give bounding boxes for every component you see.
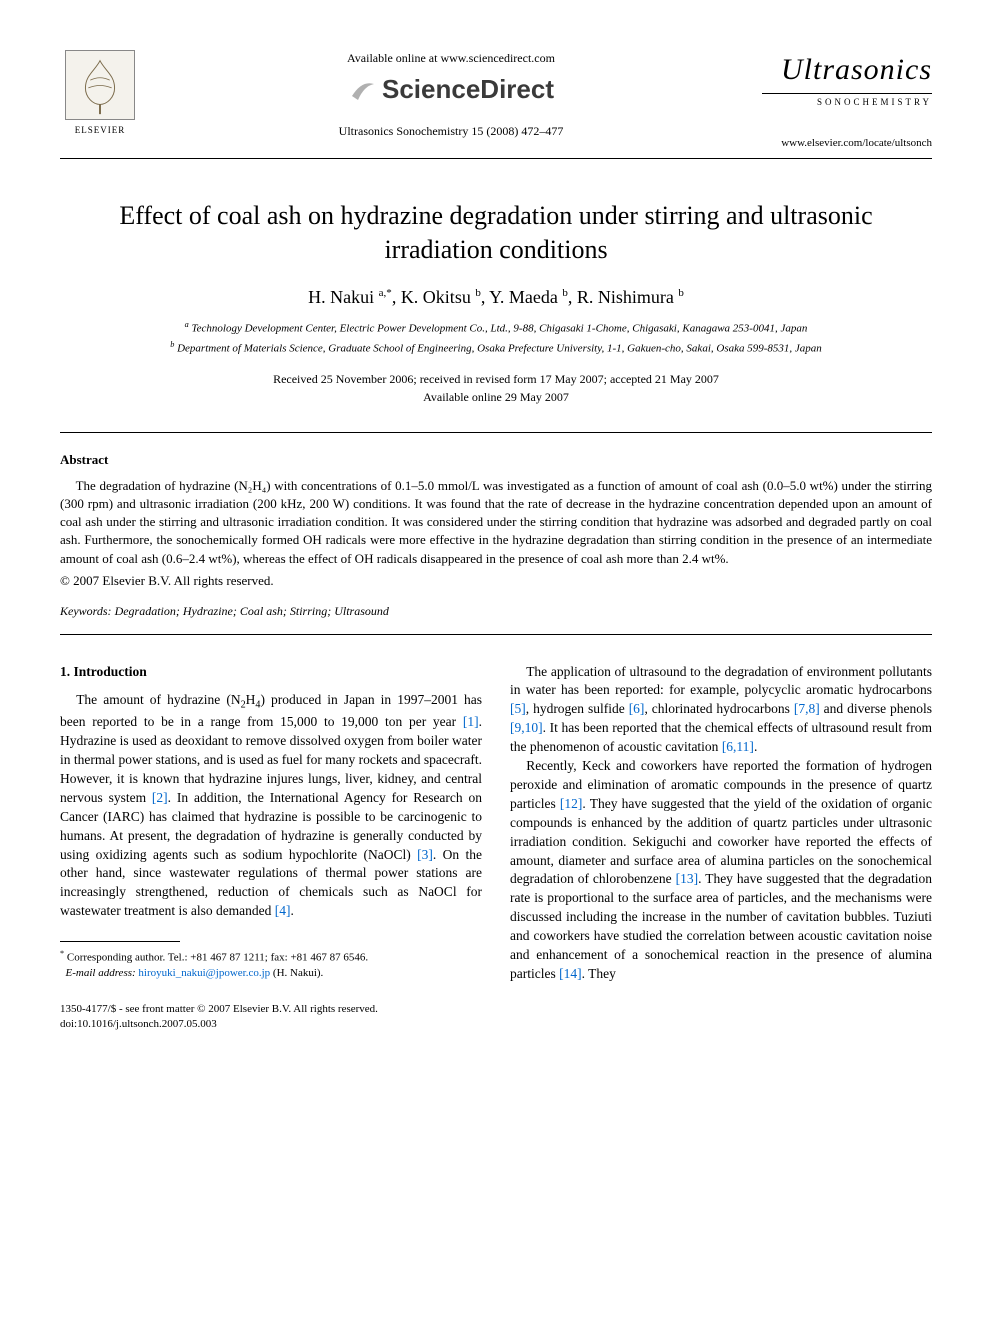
sep: , — [481, 287, 489, 307]
author-3: Y. Maeda — [489, 287, 562, 307]
email-tail: (H. Nakui). — [273, 967, 323, 979]
elsevier-label: ELSEVIER — [60, 124, 140, 136]
journal-subtitle: SONOCHEMISTRY — [762, 93, 932, 108]
elsevier-tree-icon — [65, 50, 135, 120]
page-footer: 1350-4177/$ - see front matter © 2007 El… — [60, 1002, 932, 1032]
abstract-text: The degradation of hydrazine (N₂H₄) with… — [60, 477, 932, 568]
corresponding-text: Corresponding author. Tel.: +81 467 87 1… — [67, 952, 368, 964]
intro-para-right-2: Recently, Keck and coworkers have report… — [510, 757, 932, 984]
ref-4[interactable]: [4] — [275, 903, 291, 918]
sep: , — [392, 287, 401, 307]
section-1-heading: 1. Introduction — [60, 663, 482, 682]
abstract-bottom-rule — [60, 634, 932, 635]
abstract-heading: Abstract — [60, 451, 932, 469]
dates-received: Received 25 November 2006; received in r… — [60, 370, 932, 388]
abstract-top-rule — [60, 432, 932, 433]
body-columns: 1. Introduction The amount of hydrazine … — [60, 663, 932, 984]
sciencedirect-swoosh-icon — [348, 76, 376, 104]
keywords-label: Keywords: — [60, 604, 112, 618]
sciencedirect-text: ScienceDirect — [382, 72, 554, 107]
ref-6-11[interactable]: [6,11] — [722, 739, 754, 754]
author-1-affil: a,* — [379, 287, 392, 299]
ref-12[interactable]: [12] — [560, 796, 583, 811]
article-title: Effect of coal ash on hydrazine degradat… — [90, 199, 902, 267]
header-center: Available online at www.sciencedirect.co… — [140, 50, 762, 139]
affiliation-b: b Department of Materials Science, Gradu… — [100, 339, 892, 357]
intro-para-left: The amount of hydrazine (N2H4) produced … — [60, 691, 482, 921]
page-header: ELSEVIER Available online at www.science… — [60, 50, 932, 150]
footer-doi: doi:10.1016/j.ultsonch.2007.05.003 — [60, 1017, 932, 1032]
author-4: R. Nishimura — [577, 287, 679, 307]
ref-3[interactable]: [3] — [417, 847, 433, 862]
available-online-text: Available online at www.sciencedirect.co… — [140, 50, 762, 66]
author-2: K. Okitsu — [401, 287, 476, 307]
corresponding-email[interactable]: hiroyuki_nakui@jpower.co.jp — [138, 967, 270, 979]
authors-line: H. Nakui a,*, K. Okitsu b, Y. Maeda b, R… — [60, 285, 932, 309]
elsevier-logo: ELSEVIER — [60, 50, 140, 136]
footnote-rule — [60, 941, 180, 942]
sciencedirect-logo: ScienceDirect — [348, 72, 554, 107]
ref-5[interactable]: [5] — [510, 701, 526, 716]
ref-1[interactable]: [1] — [463, 714, 479, 729]
ref-6[interactable]: [6] — [629, 701, 645, 716]
keywords-line: Keywords: Degradation; Hydrazine; Coal a… — [60, 603, 932, 619]
intro-para-right-1: The application of ultrasound to the deg… — [510, 663, 932, 757]
header-rule — [60, 158, 932, 159]
ref-14[interactable]: [14] — [559, 966, 582, 981]
affiliation-b-text: Department of Materials Science, Graduat… — [177, 343, 822, 355]
ref-7-8[interactable]: [7,8] — [794, 701, 820, 716]
right-column: The application of ultrasound to the deg… — [510, 663, 932, 984]
abstract-copyright: © 2007 Elsevier B.V. All rights reserved… — [60, 572, 932, 590]
journal-name: Ultrasonics — [762, 50, 932, 91]
journal-logo-block: Ultrasonics SONOCHEMISTRY www.elsevier.c… — [762, 50, 932, 150]
left-column: 1. Introduction The amount of hydrazine … — [60, 663, 482, 984]
journal-url: www.elsevier.com/locate/ultsonch — [762, 136, 932, 151]
ref-13[interactable]: [13] — [676, 871, 699, 886]
article-dates: Received 25 November 2006; received in r… — [60, 370, 932, 406]
affiliation-a-text: Technology Development Center, Electric … — [192, 323, 808, 335]
corresponding-footnote: * Corresponding author. Tel.: +81 467 87… — [60, 948, 482, 980]
keywords-text: Degradation; Hydrazine; Coal ash; Stirri… — [115, 604, 389, 618]
abstract-body: The degradation of hydrazine (N₂H₄) with… — [60, 477, 932, 568]
sep: , — [568, 287, 577, 307]
affiliation-a: a Technology Development Center, Electri… — [100, 319, 892, 337]
author-1: H. Nakui — [308, 287, 379, 307]
ref-9-10[interactable]: [9,10] — [510, 720, 543, 735]
citation-line: Ultrasonics Sonochemistry 15 (2008) 472–… — [140, 123, 762, 139]
ref-2[interactable]: [2] — [152, 790, 168, 805]
footer-front-matter: 1350-4177/$ - see front matter © 2007 El… — [60, 1002, 932, 1017]
author-4-affil: b — [678, 287, 684, 299]
dates-online: Available online 29 May 2007 — [60, 388, 932, 406]
email-label: E-mail address: — [66, 967, 136, 979]
